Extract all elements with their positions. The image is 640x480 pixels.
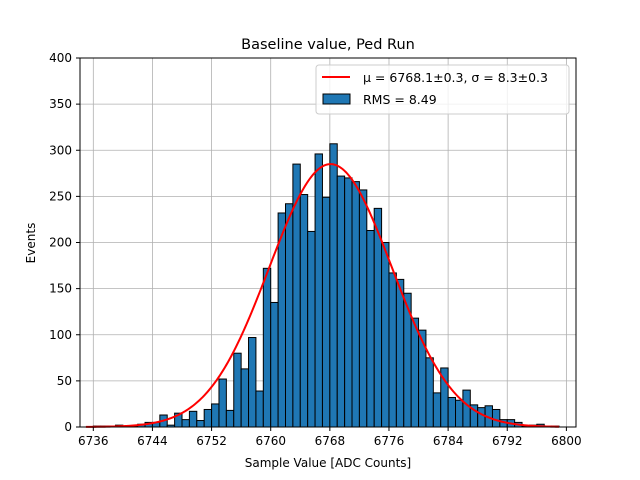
- histogram-bar: [351, 181, 360, 428]
- x-tick-label: 6768: [315, 434, 346, 448]
- histogram-bar: [233, 352, 242, 428]
- y-tick-label: 150: [49, 282, 72, 296]
- histogram-bar: [248, 337, 257, 428]
- chart-title: Baseline value, Ped Run: [241, 37, 415, 53]
- x-tick-label: 6760: [255, 434, 286, 448]
- gaussian-fit-curve: [85, 163, 560, 428]
- histogram-bar: [255, 390, 264, 428]
- fit-curve-layer: [85, 163, 560, 428]
- histogram-bar: [373, 207, 383, 428]
- x-tick-label: 6784: [433, 434, 464, 448]
- histogram-bar: [188, 410, 198, 428]
- legend-box: [315, 64, 570, 115]
- x-tick-label: 6776: [374, 434, 405, 448]
- histogram-bar: [277, 212, 286, 428]
- histogram-bar: [455, 399, 464, 428]
- x-tick-label: 6744: [137, 434, 168, 448]
- histogram-bar: [477, 407, 486, 428]
- legend-histogram-label: RMS = 8.49: [363, 92, 437, 107]
- histogram-bar: [284, 203, 294, 428]
- histogram-bar: [395, 278, 405, 428]
- y-axis-ticks: 0 50 100 150 200 250 300 350 400: [49, 51, 80, 434]
- y-tick-label: 300: [49, 143, 72, 157]
- histogram-bar: [218, 378, 227, 428]
- histogram-bar: [447, 396, 457, 428]
- y-tick-label: 100: [49, 328, 72, 342]
- histogram-bar: [203, 408, 213, 428]
- x-tick-label: 6792: [492, 434, 523, 448]
- x-axis-label: Sample Value [ADC Counts]: [245, 456, 411, 470]
- histogram-bar: [432, 392, 442, 428]
- histogram-bar: [307, 230, 316, 428]
- x-tick-label: 6736: [78, 434, 109, 448]
- histogram-bar: [410, 317, 420, 428]
- y-tick-label: 350: [49, 97, 72, 111]
- y-tick-label: 50: [57, 374, 72, 388]
- histogram-bar: [329, 143, 338, 428]
- histogram-bar: [381, 242, 390, 428]
- y-tick-label: 200: [49, 236, 72, 250]
- x-tick-label: 6752: [196, 434, 227, 448]
- histogram-bar: [425, 357, 434, 428]
- histogram-bar: [366, 230, 375, 428]
- y-axis-label: Events: [24, 223, 38, 264]
- histogram-bar: [321, 196, 331, 428]
- histogram-bar: [270, 301, 279, 428]
- histogram-bar: [299, 194, 309, 428]
- histogram-bar: [262, 267, 272, 428]
- histogram-bar: [314, 153, 323, 428]
- histogram-bar: [388, 272, 397, 428]
- legend-histogram-swatch: [322, 93, 351, 105]
- x-tick-label: 6800: [551, 434, 582, 448]
- y-tick-label: 400: [49, 51, 72, 65]
- histogram-bar: [358, 189, 368, 428]
- histogram-bar: [196, 420, 205, 428]
- legend-fit-label: μ = 6768.1±0.3, σ = 8.3±0.3: [363, 70, 548, 85]
- y-tick-label: 250: [49, 189, 72, 203]
- histogram-bar: [240, 368, 250, 428]
- legend: μ = 6768.1±0.3, σ = 8.3±0.3 RMS = 8.49: [315, 64, 570, 115]
- histogram-bar: [336, 175, 346, 428]
- histogram-bar: [211, 403, 220, 428]
- y-tick-label: 0: [64, 420, 72, 434]
- x-axis-ticks: 6736 6744 6752 6760 6768 6776 6784 6792 6800: [78, 427, 582, 448]
- histogram-bar: [344, 177, 353, 428]
- histogram-bar: [225, 409, 235, 428]
- histogram-bar: [181, 419, 190, 428]
- histogram-bar: [462, 389, 471, 428]
